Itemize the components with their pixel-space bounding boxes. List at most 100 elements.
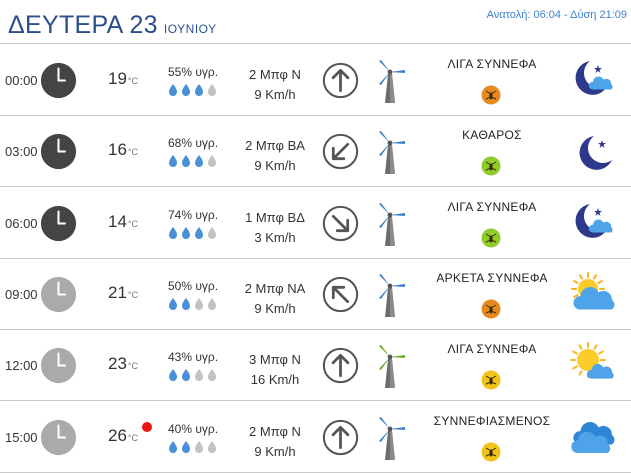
- humidity-drops-icon: [168, 226, 224, 240]
- mosquito-badge-icon: [481, 156, 501, 176]
- temperature-unit: °C: [127, 218, 139, 229]
- temperature-value: 14: [108, 211, 127, 231]
- wind-turbine-icon: [372, 129, 408, 175]
- forecast-row[interactable]: 09:00 21°C 50% υγρ. 2 Μπφ ΝΑ 9 Km/h ΑΡΚΕΤΑ ΣΥ…: [0, 259, 631, 330]
- time-label: 03:00: [5, 144, 38, 160]
- humidity-label: 50% υγρ.: [168, 278, 219, 293]
- wind-direction-arrow-icon: [322, 205, 359, 242]
- clock-icon: [40, 62, 77, 99]
- forecast-row[interactable]: 03:00 16°C 68% υγρ. 2 Μπφ ΒΑ 9 Km/h ΚΑΘΑΡΟΣ: [0, 116, 631, 188]
- wind-beaufort: 1 Μπφ ΒΔ: [245, 209, 305, 225]
- mosquito-badge-icon: [481, 85, 501, 105]
- wind-info: 2 Μπφ ΒΑ 9 Km/h: [236, 136, 314, 176]
- forecast-row[interactable]: 15:00 26°C 40% υγρ. 2 Μπφ Ν 9 Km/h ΣΥΝΝΕΦΙΑΣΜ…: [0, 402, 631, 473]
- condition-label: ΣΥΝΝΕΦΙΑΣΜΕΝΟΣ: [433, 413, 551, 428]
- humidity-label: 40% υγρ.: [168, 421, 219, 436]
- wind-direction-arrow-icon: [322, 419, 359, 456]
- humidity-label: 74% υγρ.: [168, 207, 219, 222]
- wind-turbine-icon: [372, 58, 408, 104]
- temperature: 14°C: [108, 212, 138, 232]
- wind-info: 2 Μπφ Ν 9 Km/h: [236, 422, 314, 462]
- wind-beaufort: 3 Μπφ Ν: [249, 352, 301, 368]
- temperature-value: 19: [108, 69, 127, 88]
- time-label: 12:00: [5, 358, 38, 374]
- temperature-unit: °C: [127, 361, 139, 372]
- mosquito-badge-icon: [481, 442, 501, 462]
- clock-icon: [40, 205, 77, 242]
- temperature-unit: °C: [127, 147, 139, 158]
- time-label: 15:00: [5, 429, 38, 445]
- condition-label: ΛΙΓΑ ΣΥΝΝΕΦΑ: [447, 57, 537, 71]
- time-label: 09:00: [5, 286, 38, 302]
- alert-dot-icon: [142, 421, 152, 432]
- wind-info: 2 Μπφ ΝΑ 9 Km/h: [236, 279, 314, 319]
- forecast-row[interactable]: 06:00 14°C 74% υγρ. 1 Μπφ ΒΔ 3 Km/h ΛΙΓΑ ΣΥΝΝ…: [0, 188, 631, 259]
- humidity-label: 43% υγρ.: [168, 350, 219, 365]
- day-label: ΔΕΥΤΕΡΑ 23: [8, 11, 158, 39]
- wind-turbine-icon: [372, 343, 408, 389]
- condition-label: ΛΙΓΑ ΣΥΝΝΕΦΑ: [447, 342, 537, 357]
- wind-beaufort: 2 Μπφ ΒΑ: [245, 138, 305, 154]
- wind-direction-arrow-icon: [322, 133, 359, 170]
- condition-label: ΚΑΘΑΡΟΣ: [462, 128, 522, 143]
- wind-direction-arrow-icon: [322, 347, 359, 384]
- condition-label: ΛΙΓΑ ΣΥΝΝΕΦΑ: [447, 199, 537, 214]
- sun-cloud-icon: [568, 340, 618, 390]
- humidity-drops-icon: [168, 83, 224, 97]
- wind-turbine-icon: [372, 201, 408, 247]
- temperature-value: 23: [108, 354, 127, 374]
- humidity-drops-icon: [168, 368, 224, 382]
- temperature-unit: °C: [127, 289, 139, 300]
- humidity-drops-icon: [168, 154, 224, 168]
- mosquito-badge-icon: [481, 299, 501, 319]
- wind-speed: 3 Km/h: [254, 229, 296, 245]
- wind-info: 1 Μπφ ΒΔ 3 Km/h: [236, 208, 314, 248]
- moon-cloud-icon: [568, 198, 618, 248]
- wind-turbine-icon: [372, 415, 408, 461]
- wind-direction-arrow-icon: [322, 62, 359, 99]
- temperature: 19°C: [108, 69, 138, 89]
- wind-info: 2 Μπφ Ν 9 Km/h: [236, 65, 314, 105]
- temperature-value: 26: [108, 425, 127, 445]
- clock-icon: [40, 419, 77, 456]
- clock-icon: [40, 276, 77, 313]
- forecast-row[interactable]: 00:00 19°C 55% υγρ. 2 Μπφ Ν 9 Km/h ΛΙΓΑ ΣΥΝΝΕ…: [0, 45, 631, 116]
- wind-speed: 9 Km/h: [254, 87, 296, 102]
- sunrise-sunset: Ανατολή: 06:04 - Δύση 21:09: [486, 9, 627, 21]
- temperature-value: 16: [108, 140, 127, 160]
- wind-beaufort: 2 Μπφ Ν: [249, 67, 301, 82]
- forecast-row[interactable]: 12:00 23°C 43% υγρ. 3 Μπφ Ν 16 Km/h ΛΙΓΑ ΣΥΝΝ…: [0, 330, 631, 402]
- cloud-icon: [568, 412, 618, 462]
- humidity-drops-icon: [168, 440, 224, 454]
- sun-cloud-big-icon: [568, 269, 618, 319]
- temperature: 26°C: [108, 426, 138, 446]
- temperature-unit: °C: [127, 76, 139, 86]
- temperature: 21°C: [108, 283, 138, 303]
- temperature-value: 21: [108, 282, 127, 302]
- wind-speed: 9 Km/h: [254, 443, 296, 459]
- temperature: 16°C: [108, 140, 138, 160]
- time-label: 06:00: [5, 215, 38, 231]
- wind-turbine-icon: [372, 272, 408, 318]
- mosquito-badge-icon: [481, 228, 501, 248]
- clock-icon: [40, 133, 77, 170]
- wind-beaufort: 2 Μπφ ΝΑ: [244, 280, 306, 296]
- time-label: 00:00: [5, 73, 38, 88]
- wind-direction-arrow-icon: [322, 276, 359, 313]
- humidity-label: 68% υγρ.: [168, 136, 219, 151]
- day-header: ΔΕΥΤΕΡΑ 23 ΙΟΥΝΙΟΥ Ανατολή: 06:04 - Δύση …: [0, 0, 631, 44]
- condition-label: ΑΡΚΕΤΑ ΣΥΝΝΕΦΑ: [436, 270, 548, 285]
- humidity-drops-icon: [168, 297, 224, 311]
- temperature: 23°C: [108, 354, 138, 374]
- moon-cloud-icon: [568, 55, 618, 105]
- day-title: ΔΕΥΤΕΡΑ 23 ΙΟΥΝΙΟΥ: [8, 11, 217, 40]
- moon-icon: [568, 126, 618, 176]
- mosquito-badge-icon: [481, 370, 501, 390]
- month-label: ΙΟΥΝΙΟΥ: [163, 22, 217, 36]
- wind-speed: 16 Km/h: [250, 372, 300, 388]
- wind-beaufort: 2 Μπφ Ν: [249, 423, 301, 439]
- temperature-unit: °C: [127, 432, 139, 443]
- wind-speed: 9 Km/h: [254, 158, 296, 174]
- wind-info: 3 Μπφ Ν 16 Km/h: [236, 350, 314, 390]
- clock-icon: [40, 347, 77, 384]
